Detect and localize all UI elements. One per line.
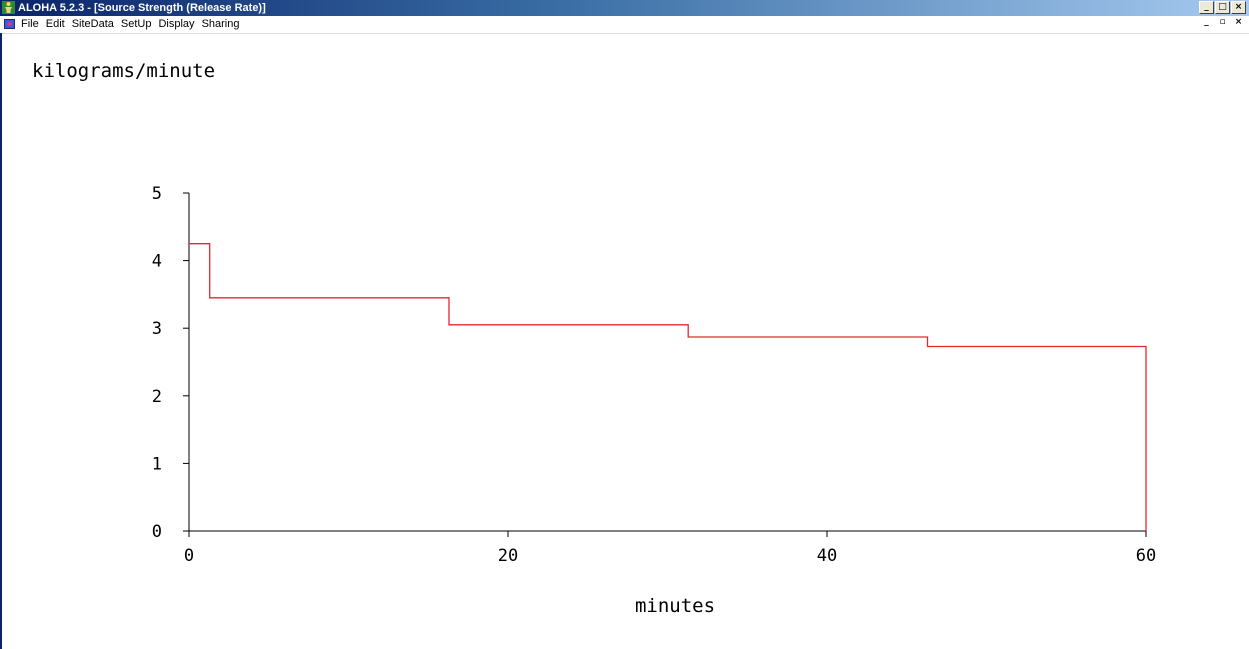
doc-restore-button[interactable]: ▫	[1215, 17, 1230, 30]
window-left-border	[0, 33, 2, 649]
y-ticks: 0 1 2 3 4 5	[152, 184, 189, 542]
y-tick-label: 1	[152, 454, 162, 474]
document-window-controls: _ ▫ ×	[1198, 17, 1246, 30]
menu-sitedata[interactable]: SiteData	[71, 18, 114, 30]
window-controls: _ □ ×	[1198, 1, 1246, 15]
window-title: ALOHA 5.2.3 - [Source Strength (Release …	[18, 2, 266, 14]
release-rate-series-line	[189, 243, 1147, 531]
menu-bar: File Edit SiteData SetUp Display Sharing…	[0, 16, 1249, 34]
y-axis-label: kilograms/minute	[32, 60, 216, 82]
minimize-button[interactable]: _	[1199, 1, 1214, 14]
x-tick-label: 40	[817, 546, 837, 566]
doc-minimize-button[interactable]: _	[1199, 17, 1214, 30]
maximize-button[interactable]: □	[1215, 1, 1230, 14]
title-bar: ALOHA 5.2.3 - [Source Strength (Release …	[0, 0, 1249, 16]
x-tick-label: 0	[184, 546, 194, 566]
close-button[interactable]: ×	[1231, 1, 1246, 14]
menu-file[interactable]: File	[21, 18, 39, 30]
x-ticks: 0 20 40 60	[184, 531, 1156, 566]
y-tick-label: 2	[152, 387, 162, 407]
y-tick-label: 0	[152, 522, 162, 542]
x-tick-label: 20	[498, 546, 518, 566]
menu-sharing[interactable]: Sharing	[201, 18, 240, 30]
y-tick-label: 3	[152, 319, 162, 339]
menu-edit[interactable]: Edit	[45, 18, 65, 30]
menu-setup[interactable]: SetUp	[120, 18, 152, 30]
menu-display[interactable]: Display	[158, 18, 195, 30]
y-tick-label: 5	[152, 184, 162, 204]
y-tick-label: 4	[152, 252, 162, 272]
chart-axes	[188, 193, 1146, 532]
series-group	[189, 243, 1147, 531]
x-tick-label: 60	[1136, 546, 1156, 566]
x-axis-label: minutes	[635, 595, 715, 617]
document-icon	[4, 19, 15, 29]
aloha-person-icon	[2, 1, 15, 14]
menu-items: File Edit SiteData SetUp Display Sharing	[21, 18, 246, 31]
doc-close-button[interactable]: ×	[1231, 17, 1246, 30]
